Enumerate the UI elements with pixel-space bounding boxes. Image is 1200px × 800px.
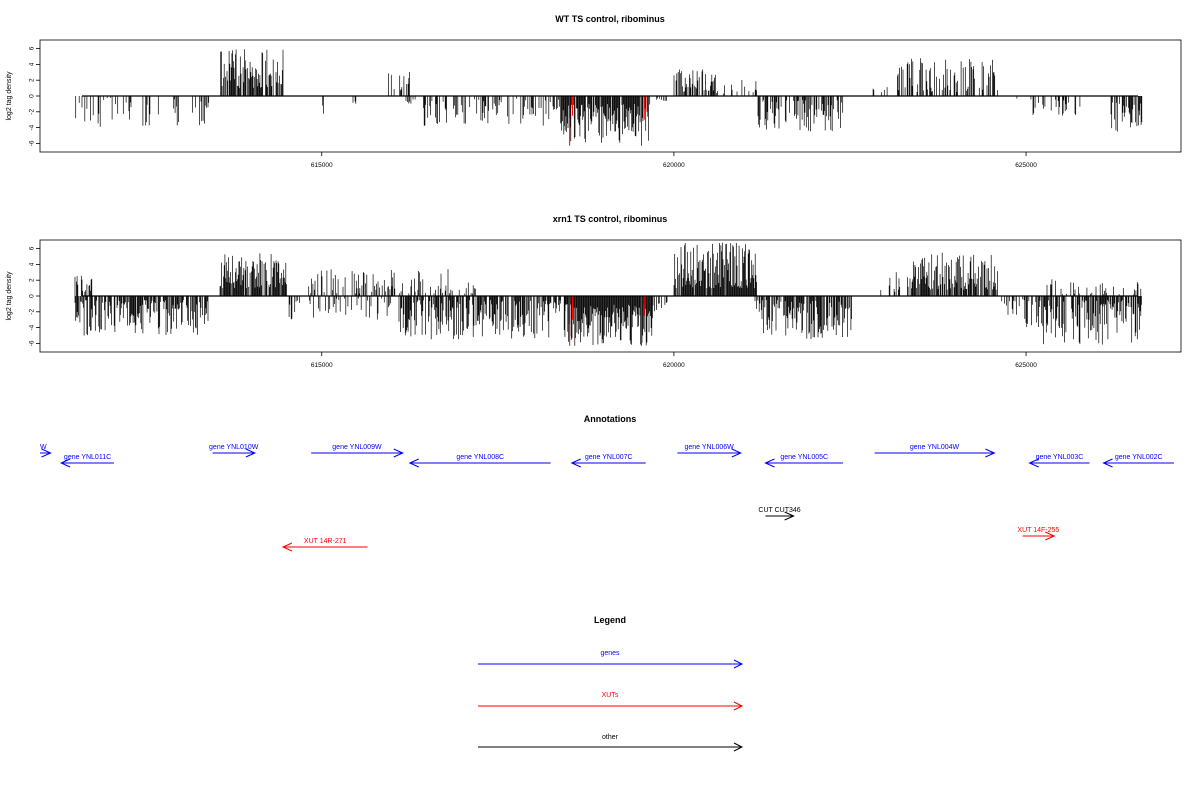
x-tick-label: 625000	[1015, 362, 1037, 369]
feature-genes: gene YNL003C	[1028, 454, 1090, 468]
y-tick-label: -4	[28, 324, 35, 330]
y-tick-label: 0	[28, 294, 35, 298]
feature-label: gene YNL005C	[780, 454, 828, 461]
x-tick-label: 620000	[663, 362, 685, 369]
feature-genes: gene YNL011C	[59, 454, 114, 468]
x-tick-label: 615000	[311, 162, 333, 169]
legend-item-other: other	[478, 734, 744, 752]
annotations-title: Annotations	[584, 414, 637, 424]
feature-genes: gene YNL004W	[874, 444, 996, 458]
feature-label: gene YNL002C	[1115, 454, 1163, 461]
feature-label: gene YNL009W	[332, 444, 382, 451]
y-tick-label: -2	[28, 109, 35, 115]
x-axis-wt: 615000 620000 625000	[311, 152, 1037, 169]
feature-label: CUT CUT346	[758, 507, 800, 514]
feature-arrowhead	[1045, 531, 1056, 541]
feature-arrowhead	[784, 511, 795, 521]
y-axis-label-wt: log2 tag density	[6, 71, 13, 121]
feature-genes: gene YNL010W	[209, 444, 259, 458]
y-tick-label: -2	[28, 309, 35, 315]
y-tick-label: 6	[28, 246, 35, 250]
chart-title-wt: WT TS control, ribominus	[555, 14, 665, 24]
feature-arrowhead	[985, 448, 996, 458]
y-tick-label: -6	[28, 340, 35, 346]
x-tick-label: 615000	[311, 362, 333, 369]
feature-label: W	[40, 444, 47, 451]
feature-xuts: XUT 14F-255	[1017, 527, 1059, 541]
density-bars-xrn1	[74, 242, 1142, 346]
feature-label: gene YNL006W	[684, 444, 734, 451]
feature-arrowhead	[41, 448, 52, 458]
feature-label: gene YNL003C	[1036, 454, 1084, 461]
y-tick-label: 2	[28, 78, 35, 82]
legend-item-xuts: XUTs	[478, 692, 744, 711]
legend-item-genes: genes	[478, 650, 744, 669]
feature-arrowhead	[731, 448, 743, 458]
feature-arrowhead	[764, 458, 775, 468]
feature-other: CUT CUT346	[758, 507, 801, 521]
legend-label-xuts: XUTs	[602, 692, 619, 699]
legend-label-genes: genes	[600, 650, 620, 657]
feature-genes: gene YNL008C	[408, 454, 551, 468]
feature-arrowhead	[59, 458, 71, 468]
y-tick-label: 0	[28, 94, 35, 98]
y-tick-label: 4	[28, 62, 35, 66]
feature-arrowhead	[281, 542, 293, 552]
legend-title: Legend	[594, 615, 626, 625]
y-tick-label: 6	[28, 46, 35, 50]
y-axis-label-xrn1: log2 tag density	[6, 271, 13, 321]
legend-arrowhead-genes	[733, 659, 744, 669]
y-tick-label: 2	[28, 278, 35, 282]
feature-arrowhead	[1102, 458, 1113, 468]
feature-label: XUT 14R-271	[304, 538, 347, 545]
feature-genes: gene YNL007C	[570, 454, 646, 468]
chart-panel-wt: WT TS control, ribominus log2 tag densit…	[6, 14, 1182, 169]
y-tick-label: 4	[28, 262, 35, 266]
feature-arrowhead	[570, 458, 581, 468]
feature-label: XUT 14F-255	[1017, 527, 1059, 534]
feature-arrowhead	[1028, 458, 1039, 468]
feature-label: gene YNL007C	[585, 454, 633, 461]
legend-label-other: other	[602, 734, 619, 741]
feature-label: gene YNL004W	[910, 444, 960, 451]
feature-label: gene YNL008C	[456, 454, 504, 461]
legend-arrowhead-xuts	[733, 701, 744, 711]
feature-xuts: XUT 14R-271	[281, 538, 368, 552]
feature-genes: gene YNL005C	[764, 454, 843, 468]
x-axis-xrn1: 615000 620000 625000	[311, 352, 1037, 369]
density-bars-wt	[75, 49, 1143, 146]
feature-label: gene YNL010W	[209, 444, 259, 451]
x-tick-label: 620000	[663, 162, 685, 169]
legend: Legend genes XUTs other	[478, 615, 744, 752]
feature-label: gene YNL011C	[64, 454, 111, 461]
legend-arrowhead-other	[733, 742, 744, 752]
y-tick-label: -6	[28, 140, 35, 146]
feature-arrowhead	[245, 448, 257, 458]
feature-genes: gene YNL006W	[677, 444, 743, 458]
chart-panel-xrn1: xrn1 TS control, ribominus log2 tag dens…	[6, 214, 1182, 369]
feature-genes: W	[40, 444, 52, 458]
chart-title-xrn1: xrn1 TS control, ribominus	[553, 214, 668, 224]
feature-genes: gene YNL009W	[311, 444, 404, 458]
feature-arrowhead	[393, 448, 404, 458]
feature-arrowhead	[408, 458, 419, 468]
x-tick-label: 625000	[1015, 162, 1037, 169]
y-axis-wt: 6 4 2 0 -2 -4 -6	[28, 46, 40, 146]
feature-genes: gene YNL002C	[1102, 454, 1174, 468]
y-tick-label: -4	[28, 124, 35, 130]
y-axis-xrn1: 6 4 2 0 -2 -4 -6	[28, 246, 40, 346]
